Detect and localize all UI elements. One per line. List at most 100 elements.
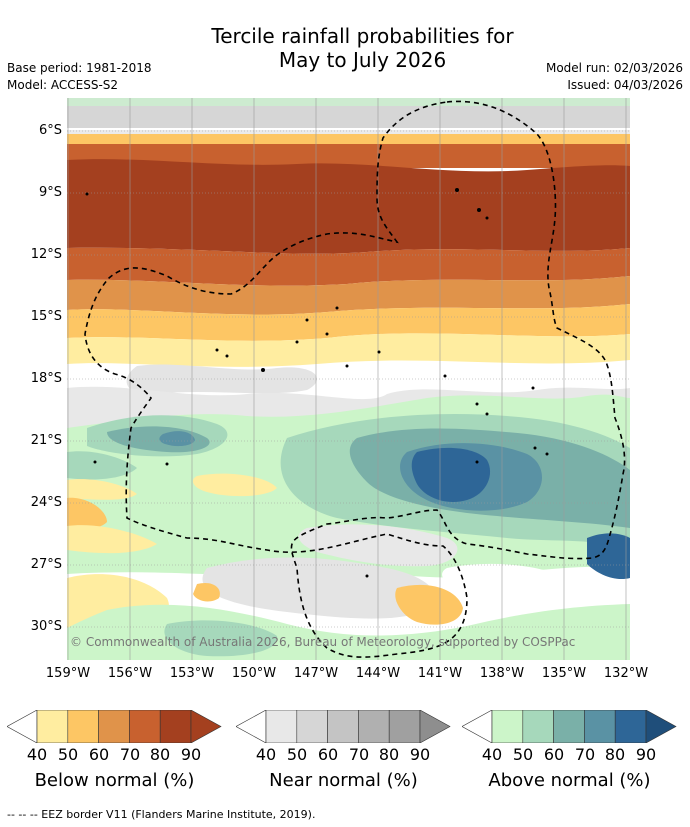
below-normal-region <box>395 584 463 625</box>
below-normal-region <box>67 304 630 341</box>
legend-swatch <box>159 710 192 743</box>
below-normal-region <box>67 333 630 367</box>
legend-swatch <box>296 710 328 743</box>
title-line-2: May to July 2026 <box>278 48 447 72</box>
legend-tick: 70 <box>574 745 596 764</box>
model-name: Model: ACCESS-S2 <box>7 78 119 92</box>
meridians <box>67 98 627 660</box>
legend-swatch <box>553 710 585 743</box>
legend-tick: 50 <box>286 745 308 764</box>
lat-label: 9°S <box>38 185 62 200</box>
rainfall-probability-map: © Commonwealth of Australia 2026, Bureau… <box>67 98 630 660</box>
below-normal-region <box>67 159 630 254</box>
legend-above-normal <box>462 710 677 743</box>
below-normal-region <box>193 582 220 602</box>
below-normal-region <box>67 479 137 500</box>
above-normal-region <box>587 533 630 580</box>
lon-label: 150°W <box>231 666 277 681</box>
lon-label: 153°W <box>169 666 215 681</box>
base-period: Base period: 1981-2018 <box>7 61 152 75</box>
lon-label: 156°W <box>107 666 153 681</box>
legend-tick: 40 <box>481 745 503 764</box>
legend-swatch <box>190 710 222 743</box>
legend-tick: 80 <box>604 745 626 764</box>
legend-swatch <box>522 710 554 743</box>
legend-tick: 70 <box>348 745 370 764</box>
below-normal-region <box>67 497 107 529</box>
neutral-region <box>67 128 630 130</box>
legend-swatch <box>491 710 524 743</box>
legend-swatch <box>7 710 38 743</box>
model-info: Base period: 1981-2018 Model: ACCESS-S2 <box>7 60 152 94</box>
legend-tick: 70 <box>119 745 141 764</box>
lat-label: 24°S <box>30 495 62 510</box>
issued-date: Issued: 04/03/2026 <box>567 78 683 92</box>
legend-swatch <box>462 710 493 743</box>
legend-swatch <box>36 710 69 743</box>
legend-below-label: Below normal (%) <box>34 770 195 791</box>
lat-label: 18°S <box>30 371 62 386</box>
lon-label: 135°W <box>541 666 587 681</box>
legend-tick: 50 <box>512 745 534 764</box>
copyright-text: © Commonwealth of Australia 2026, Bureau… <box>70 635 575 649</box>
map-title: Tercile rainfall probabilities for May t… <box>150 24 575 72</box>
near-normal-region <box>202 557 435 619</box>
legend-swatch <box>265 710 298 743</box>
legend-tick: 90 <box>635 745 657 764</box>
legend-swatch <box>236 710 267 743</box>
legend-near-normal <box>236 710 451 743</box>
title-line-1: Tercile rainfall probabilities for <box>211 24 514 48</box>
below-normal-region <box>67 525 157 554</box>
legend-swatch <box>614 710 647 743</box>
legend-tick: 60 <box>317 745 339 764</box>
legend-swatch <box>327 710 359 743</box>
lon-label: 138°W <box>479 666 525 681</box>
legend-tick: 40 <box>26 745 48 764</box>
legend-near-label: Near normal (%) <box>269 770 418 791</box>
legend-swatch <box>419 710 451 743</box>
legend-tick: 60 <box>543 745 565 764</box>
below-normal-region <box>67 247 630 286</box>
islands <box>85 188 549 578</box>
legend-tick: 90 <box>409 745 431 764</box>
legend-swatch <box>67 710 99 743</box>
legend-tick: 80 <box>149 745 171 764</box>
below-normal-region <box>67 276 630 315</box>
legend-tick: 60 <box>88 745 110 764</box>
legend-swatch <box>129 710 161 743</box>
lat-label: 30°S <box>30 619 62 634</box>
lat-label: 6°S <box>38 123 62 138</box>
legend-swatch <box>584 710 616 743</box>
gridlines <box>67 130 630 628</box>
above-normal-region <box>67 451 137 480</box>
eez-border <box>84 100 626 658</box>
near-normal-region <box>126 364 317 395</box>
legend-swatch <box>98 710 130 743</box>
lat-label: 12°S <box>30 247 62 262</box>
lon-label: 147°W <box>293 666 339 681</box>
legend-tick: 40 <box>255 745 277 764</box>
model-run: Model run: 02/03/2026 <box>545 61 683 75</box>
above-normal-region <box>159 431 195 447</box>
legend-swatch <box>645 710 677 743</box>
lon-label: 141°W <box>417 666 463 681</box>
lon-label: 132°W <box>603 666 649 681</box>
run-info: Model run: 02/03/2026 Issued: 04/03/2026 <box>546 60 683 94</box>
above-normal-region <box>164 620 278 657</box>
below-normal-region <box>192 473 277 497</box>
above-normal-region <box>67 98 630 106</box>
lat-label: 27°S <box>30 557 62 572</box>
near-normal-region <box>67 128 630 134</box>
eez-footnote: -- -- -- EEZ border V11 (Flanders Marine… <box>7 808 316 821</box>
legend-tick: 90 <box>180 745 202 764</box>
lat-label: 21°S <box>30 433 62 448</box>
legend-tick: 50 <box>57 745 79 764</box>
legend-tick: 80 <box>378 745 400 764</box>
lat-label: 15°S <box>30 309 62 324</box>
legend-below-normal <box>7 710 222 743</box>
legend-above-label: Above normal (%) <box>488 770 651 791</box>
lon-label: 144°W <box>355 666 401 681</box>
lon-label: 159°W <box>45 666 91 681</box>
above-normal-region <box>411 447 491 503</box>
neutral-region <box>442 563 576 607</box>
